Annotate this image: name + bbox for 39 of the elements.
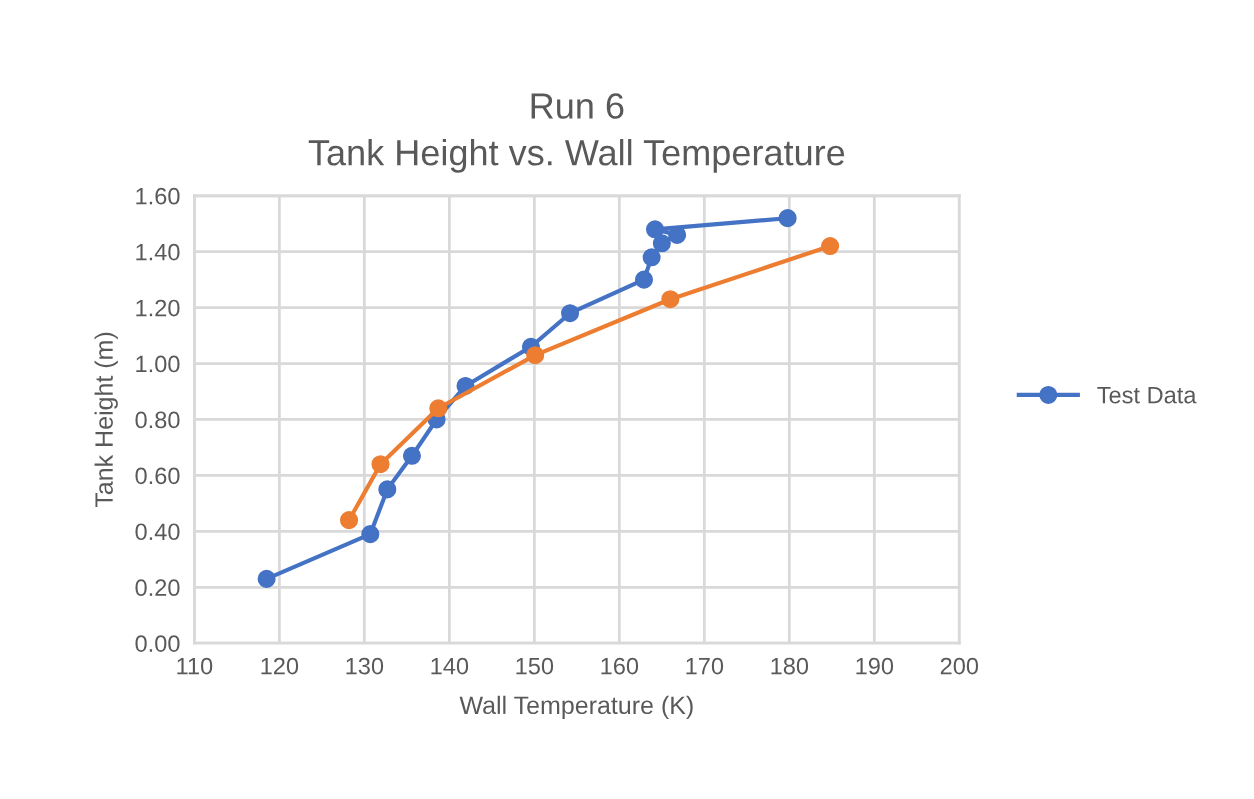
point [361, 525, 380, 544]
x-tick-label: 190 [856, 657, 894, 675]
point [429, 399, 448, 418]
y-tick-label: 1.00 [136, 355, 180, 373]
x-tick-label: 200 [940, 657, 979, 675]
point [561, 304, 580, 323]
y-tick-label: 0.80 [135, 411, 180, 429]
point [371, 455, 390, 474]
point [526, 346, 545, 365]
point [340, 511, 359, 530]
x-axis-title: Wall Temperature (K) [459, 695, 693, 720]
x-tick-label: 160 [601, 657, 639, 675]
y-tick-label: 0.40 [135, 523, 180, 541]
x-tick-label: 150 [516, 657, 554, 675]
legend-label: Test Data [1097, 386, 1197, 404]
y-tick-label: 1.20 [136, 299, 180, 317]
y-tick-label: 0.60 [135, 467, 180, 485]
x-tick-label: 170 [686, 657, 724, 675]
point [652, 234, 671, 253]
point [778, 209, 797, 228]
y-tick-label: 0.00 [135, 635, 180, 652]
point [821, 237, 840, 256]
y-tick-label: 1.40 [136, 243, 180, 261]
y-tick-label: 0.20 [135, 579, 180, 597]
y-tick-label: 1.60 [136, 187, 180, 205]
x-tick-label: 120 [261, 657, 299, 675]
x-tick-label: 130 [346, 657, 384, 675]
point [646, 220, 665, 239]
point [378, 480, 397, 499]
point [402, 446, 421, 465]
x-tick-label: 180 [771, 657, 809, 675]
point [634, 270, 654, 289]
x-tick-label: 110 [177, 657, 213, 675]
point [642, 248, 661, 267]
point [257, 569, 276, 588]
point [661, 290, 680, 309]
x-tick-label: 140 [431, 657, 469, 675]
y-axis-title: Tank Height (m) [94, 332, 118, 508]
chart-title: Run 6 Tank Height vs. Wall Temperature [308, 93, 845, 173]
